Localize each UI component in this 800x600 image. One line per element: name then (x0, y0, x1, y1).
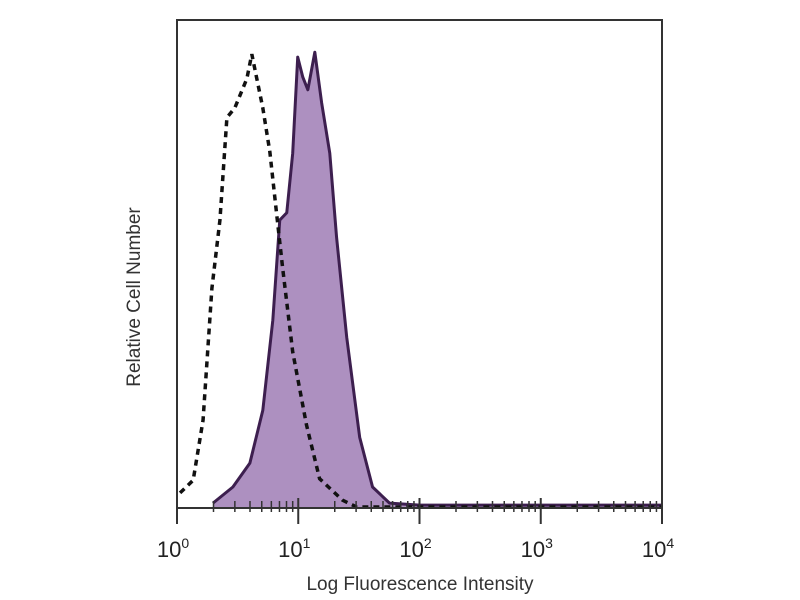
series-0-line (178, 53, 662, 509)
x-tick-label: 102 (399, 535, 431, 562)
x-tick-label: 100 (157, 535, 189, 562)
x-axis-label: Log Fluorescence Intensity (306, 574, 534, 595)
series-1-fill (212, 52, 663, 508)
tick-exponent: 2 (424, 535, 432, 551)
tick-base: 10 (278, 537, 302, 562)
tick-exponent: 1 (303, 535, 311, 551)
tick-base: 10 (399, 537, 423, 562)
tick-exponent: 0 (181, 535, 189, 551)
x-tick-label: 104 (642, 535, 674, 562)
x-axis-tick-labels: 100 101 102 103 104 (157, 535, 674, 562)
series-layer (178, 50, 663, 509)
tick-exponent: 4 (666, 535, 674, 551)
tick-base: 10 (157, 537, 181, 562)
x-axis-ticks (176, 498, 663, 524)
tick-base: 10 (642, 537, 666, 562)
series-1-line (212, 50, 662, 507)
tick-exponent: 3 (545, 535, 553, 551)
x-tick-label: 101 (278, 535, 310, 562)
y-axis-label: Relative Cell Number (124, 207, 145, 387)
plot-frame (176, 19, 663, 509)
x-tick-label: 103 (521, 535, 553, 562)
tick-base: 10 (521, 537, 545, 562)
